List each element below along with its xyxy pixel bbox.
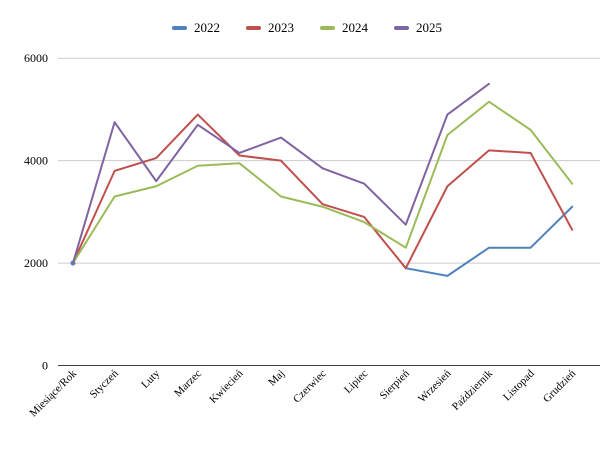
series-line-2022 [404, 205, 574, 277]
legend-item-2023: 2023 [246, 20, 294, 36]
legend-label: 2022 [194, 20, 220, 35]
x-tick-label: Wrzesień [416, 367, 454, 405]
legend-swatch [394, 26, 409, 30]
y-tick-label: 4000 [24, 154, 48, 168]
legend-label: 2024 [342, 20, 368, 35]
series-line-2023 [72, 113, 574, 270]
legend-swatch [246, 26, 261, 30]
x-tick-label: Styczeń [88, 367, 121, 400]
legend-item-2022: 2022 [172, 20, 220, 36]
legend-item-2024: 2024 [320, 20, 368, 36]
series-line-2024 [72, 100, 574, 265]
x-tick-label: Listopad [501, 367, 537, 403]
y-tick-label: 0 [42, 359, 48, 373]
x-tick-label: Kwiecień [207, 367, 246, 406]
chart-legend: 2022 2023 2024 2025 [0, 20, 614, 36]
legend-label: 2023 [268, 20, 294, 35]
x-tick-label: Miesiące/Rok [27, 367, 79, 419]
x-tick-label: Październik [450, 367, 496, 413]
x-tick-label: Sierpień [378, 367, 413, 402]
x-tick-label: Luty [139, 367, 163, 391]
legend-label: 2025 [416, 20, 442, 35]
x-tick-label: Lipiec [342, 368, 370, 396]
x-tick-label: Czerwiec [291, 368, 329, 406]
series-line-2025 [72, 82, 490, 265]
legend-item-2025: 2025 [394, 20, 442, 36]
x-tick-label: Grudzień [541, 367, 579, 405]
y-tick-label: 6000 [24, 51, 48, 65]
legend-swatch [172, 26, 187, 30]
legend-swatch [320, 26, 335, 30]
x-tick-label: Marzec [172, 368, 204, 400]
y-tick-label: 2000 [24, 256, 48, 270]
x-tick-label: Maj [266, 368, 287, 389]
